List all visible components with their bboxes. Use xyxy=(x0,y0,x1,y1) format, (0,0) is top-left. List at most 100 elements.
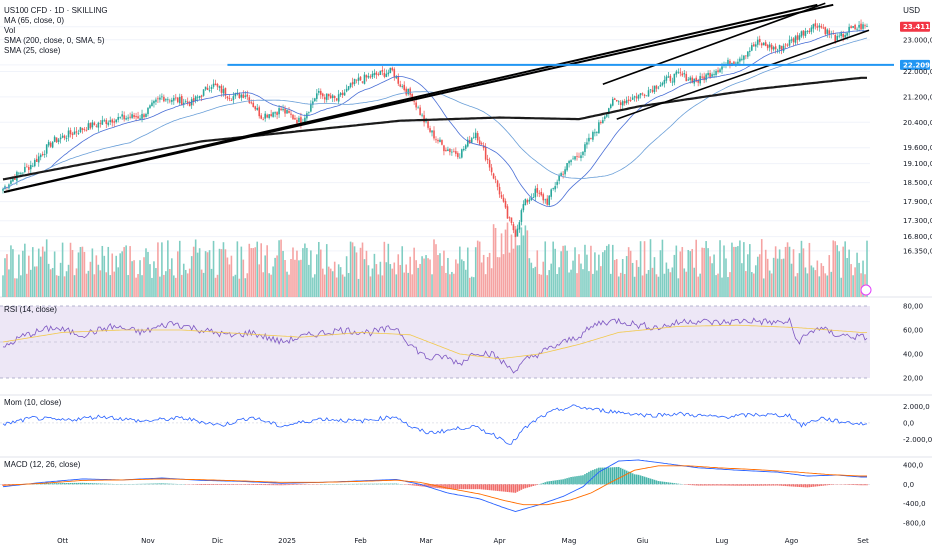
macd-hist-bar xyxy=(530,484,533,487)
candle-body xyxy=(617,101,620,103)
legend-vol[interactable]: Vol xyxy=(4,26,16,35)
volume-bar xyxy=(133,260,135,297)
volume-bar xyxy=(413,247,415,297)
macd-hist-bar xyxy=(246,484,249,485)
candle-body xyxy=(381,69,384,72)
macd-hist-bar xyxy=(248,484,251,485)
macd-hist-bar xyxy=(741,484,743,486)
candle-body xyxy=(840,33,842,36)
volume-bar xyxy=(131,261,133,297)
volume-bar xyxy=(278,240,280,297)
candle-body xyxy=(671,81,674,83)
candle-body xyxy=(522,204,525,211)
candle-body xyxy=(391,67,394,71)
legend-ma65[interactable]: MA (65, close, 0) xyxy=(4,16,65,25)
candle-body xyxy=(308,111,310,113)
volume-bar xyxy=(190,256,193,297)
candle-body xyxy=(214,83,217,86)
macd-hist-bar xyxy=(69,482,72,485)
volume-bar xyxy=(484,274,487,297)
mom-legend[interactable]: Mom (10, close) xyxy=(4,398,62,407)
candle-body xyxy=(582,151,584,155)
macd-hist-bar xyxy=(631,473,634,485)
symbol-title[interactable]: US100 CFD · 1D · SKILLING xyxy=(4,6,108,15)
volume-bar xyxy=(693,267,695,297)
candle-body xyxy=(270,114,272,117)
candle-body xyxy=(71,133,74,136)
drawings[interactable] xyxy=(0,0,894,194)
legend-sma25[interactable]: SMA (25, close) xyxy=(4,46,61,55)
volume-bar xyxy=(683,268,686,297)
candle-body xyxy=(8,184,10,189)
volume-bar xyxy=(296,250,298,297)
volume-bar xyxy=(232,276,235,297)
macd-hist-bar xyxy=(625,470,628,485)
macd-hist-bar xyxy=(552,480,554,485)
macd-hist-bar xyxy=(510,484,513,493)
candle-body xyxy=(349,83,352,88)
candle-body xyxy=(802,30,805,36)
volume-bar xyxy=(653,257,656,297)
mom-tick-label: 0,0 xyxy=(903,419,914,427)
candle-body xyxy=(717,70,719,72)
macd-hist-bar xyxy=(59,483,62,485)
rsi-legend[interactable]: RSI (14, close) xyxy=(4,305,57,314)
candle-body xyxy=(486,158,489,161)
volume-bar xyxy=(488,252,491,297)
candle-body xyxy=(12,177,14,182)
candle-body xyxy=(639,93,642,96)
candle-body xyxy=(208,90,211,91)
candle-body xyxy=(361,81,364,83)
macd-hist-bar xyxy=(274,484,276,486)
candle-body xyxy=(288,110,290,113)
candle-body xyxy=(431,130,433,133)
candle-body xyxy=(194,96,197,102)
volume-bar xyxy=(550,263,552,297)
candle-body xyxy=(389,67,392,74)
candle-body xyxy=(665,76,668,81)
candle-body xyxy=(792,38,795,43)
macd-hist-bar xyxy=(373,483,376,485)
candle-body xyxy=(47,141,50,146)
candle-body xyxy=(393,69,396,78)
macd-hist-bar xyxy=(445,484,447,489)
macd-legend[interactable]: MACD (12, 26, close) xyxy=(4,460,81,469)
volume-bar xyxy=(707,248,709,297)
candle-body xyxy=(794,36,797,43)
macd-hist-bar xyxy=(752,484,755,486)
candle-body xyxy=(339,93,342,96)
volume-bar xyxy=(762,278,765,297)
macd-hist-bar xyxy=(794,484,797,487)
candle-body xyxy=(405,88,407,95)
macd-hist-bar xyxy=(294,484,296,485)
macd-hist-bar xyxy=(71,482,74,485)
macd-hist-bar xyxy=(298,484,300,485)
macd-hist-bar xyxy=(623,469,626,485)
macd-hist-bar xyxy=(691,484,694,486)
macd-hist-bar xyxy=(643,476,646,485)
candle-body xyxy=(234,93,237,97)
volume-bar xyxy=(103,255,106,297)
volume-bar xyxy=(615,259,618,297)
volume-bar xyxy=(230,255,233,297)
macd-hist-bar xyxy=(540,483,543,485)
volume-bar xyxy=(470,276,473,297)
candle-body xyxy=(304,117,306,123)
macd-hist-bar xyxy=(663,481,666,485)
volume-bar xyxy=(266,245,268,297)
volume-bar xyxy=(677,278,680,297)
volume-bar xyxy=(534,266,537,297)
macd-hist-bar xyxy=(77,482,80,485)
macd-hist-bar xyxy=(802,484,805,488)
macd-hist-bar xyxy=(600,467,602,485)
volume-bar xyxy=(286,271,288,297)
macd-hist-bar xyxy=(596,468,598,485)
candle-body xyxy=(780,45,783,51)
candle-body xyxy=(782,45,785,52)
volume-bar xyxy=(588,271,590,297)
candle-body xyxy=(246,94,249,97)
legend-sma200[interactable]: SMA (200, close, 0, SMA, 5) xyxy=(4,36,105,45)
candle-body xyxy=(347,86,350,90)
candle-body xyxy=(488,160,491,168)
